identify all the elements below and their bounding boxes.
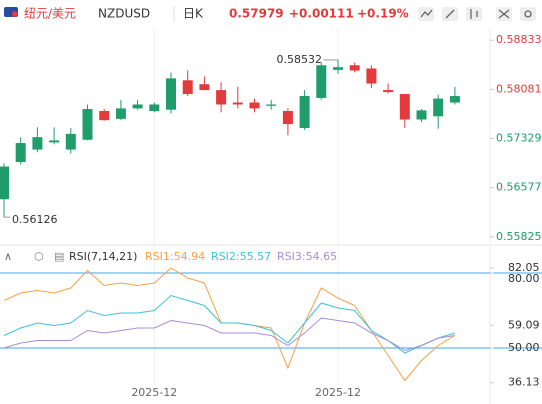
flag-icon-dot [12, 11, 18, 17]
candle-body [115, 108, 126, 119]
fullscreen-icon [498, 9, 510, 19]
rsi-collapse[interactable]: ∧ [4, 250, 12, 263]
low-label: 0.56126 [12, 213, 58, 226]
y-tick-label: 82.05 [508, 261, 540, 274]
candle-body [132, 104, 143, 109]
candle-body [433, 98, 444, 117]
y-tick-label: 50.00 [508, 341, 540, 354]
candle-body [15, 143, 26, 162]
indicator-button[interactable] [418, 7, 434, 21]
settings-icon [524, 10, 532, 18]
type-icon [470, 9, 478, 19]
rsi-icon: ▤ [54, 250, 64, 263]
candle-body [216, 90, 227, 105]
y-tick-label: 36.13 [508, 376, 540, 389]
pair-name: 纽元/美元 [24, 7, 76, 21]
change: +0.00111 [289, 7, 354, 21]
y-tick-label: 0.58081 [496, 82, 542, 95]
candle-body [282, 111, 293, 125]
rsi-settings[interactable]: ⬡ [34, 250, 44, 263]
candle-body [182, 80, 193, 95]
candle-body [49, 140, 60, 143]
draw-icon [445, 9, 455, 19]
y-tick-label: 59.09 [508, 318, 540, 331]
legend-entry: RSI2:55.57 [211, 250, 271, 263]
candle-body [0, 166, 9, 200]
y-tick-label: 0.58833 [496, 33, 542, 46]
candle-body [266, 104, 277, 106]
candle-body [166, 78, 176, 110]
rsi-line [3, 317, 455, 352]
candle-body [399, 94, 410, 120]
y-tick-label: 80.00 [508, 272, 540, 285]
rsi-line [3, 294, 456, 354]
y-tick-label: 0.55825 [496, 230, 542, 243]
candle-body [416, 110, 427, 120]
candle-body [299, 95, 310, 129]
candle-body [65, 133, 76, 150]
candle-body [82, 109, 93, 140]
rsi-line [3, 267, 456, 382]
x-tick-label: 2025-12 [131, 386, 177, 399]
rsi-name: RSI(7,14,21) [69, 250, 137, 263]
change-pct: +0.19% [357, 7, 409, 21]
candle-body [349, 65, 360, 71]
symbol: NZDUSD [98, 7, 150, 21]
price: 0.57979 [229, 7, 284, 21]
candle-body [383, 90, 394, 93]
high-label: 0.58532 [277, 53, 323, 66]
candle-body [232, 102, 243, 105]
type-button[interactable] [466, 7, 482, 21]
indicator-icon [420, 9, 433, 18]
candle-body [333, 67, 343, 70]
candle-body [149, 104, 160, 112]
candle-body [449, 96, 460, 103]
settings-button[interactable] [520, 7, 536, 21]
period: 日K [183, 7, 204, 21]
candle-body [316, 65, 327, 98]
x-tick-label: 2025-12 [315, 386, 361, 399]
y-tick-label: 0.56577 [496, 181, 542, 194]
y-tick-label: 0.57329 [496, 132, 542, 145]
legend-entry: RSI1:54.94 [145, 250, 205, 263]
candle-body [199, 84, 210, 91]
candle-body [99, 111, 110, 121]
legend-entry: RSI3:54.65 [277, 250, 337, 263]
candle-body [32, 137, 43, 150]
candle-body [249, 102, 260, 109]
candle-body [366, 68, 377, 84]
